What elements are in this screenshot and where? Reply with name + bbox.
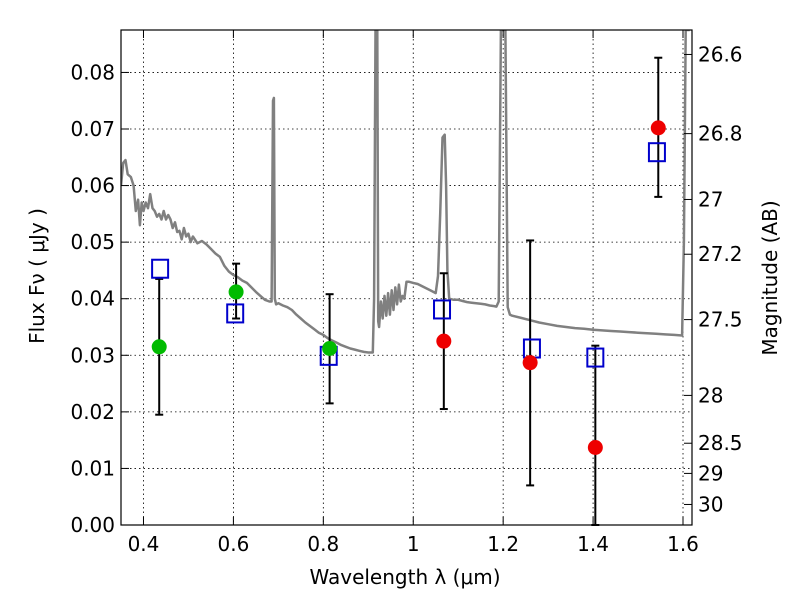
model-square <box>433 299 452 320</box>
red-data-point <box>522 355 538 371</box>
y-tick-label: 0.03 <box>70 343 115 367</box>
y2-tick-label: 27.5 <box>698 308 743 332</box>
y2-tick-label: 27.2 <box>698 242 743 266</box>
green-data-point <box>322 340 338 356</box>
y2-tick-label: 28 <box>698 383 723 407</box>
sed-model-layer <box>121 30 690 354</box>
green-data-point <box>151 339 167 355</box>
x-tick-label: 0.4 <box>128 532 160 556</box>
y2-tick-label: 28.5 <box>698 431 743 455</box>
green-data-point <box>228 284 244 300</box>
y-tick-label: 0.06 <box>70 174 115 198</box>
x-axis-title: Wavelength λ (μm) <box>309 565 500 589</box>
x-tick-label: 0.6 <box>217 532 249 556</box>
model-square <box>522 338 541 359</box>
red-data-point <box>436 333 452 349</box>
y2-tick-label: 27 <box>698 187 723 211</box>
model-square <box>647 142 666 163</box>
y2-axis-title: Magnitude (AB) <box>758 200 782 355</box>
sed-line <box>121 30 690 354</box>
y-tick-label: 0.02 <box>70 400 115 424</box>
grid <box>121 30 692 525</box>
model-square <box>151 258 170 279</box>
model-square <box>586 347 605 368</box>
plot-frame <box>120 29 693 526</box>
data-points <box>151 120 666 455</box>
y-tick-label: 0.08 <box>70 60 115 84</box>
x-tick-label: 0.8 <box>307 532 339 556</box>
x-tick-label: 1.6 <box>667 532 699 556</box>
axes-box <box>120 29 693 526</box>
red-data-point <box>650 120 666 136</box>
y2-tick-label: 26.6 <box>698 42 743 66</box>
y2-tick-label: 29 <box>698 461 723 485</box>
y-tick-label: 0.01 <box>70 456 115 480</box>
y-tick-label: 0.04 <box>70 287 115 311</box>
y2-tick-label: 26.8 <box>698 122 743 146</box>
y-tick-label: 0.05 <box>70 230 115 254</box>
y-axis-title: Flux Fν ( μJy ) <box>25 208 49 344</box>
x-tick-label: 1.2 <box>487 532 519 556</box>
y2-tick-label: 30 <box>698 492 723 516</box>
x-tick-label: 1.4 <box>577 532 609 556</box>
x-tick-label: 1 <box>407 532 420 556</box>
y-tick-label: 0.00 <box>70 513 115 537</box>
tick-labels: 0.4 0.6 0.8 1 1.2 1.4 1.6 0.00 0.01 0.02 0.03 0.04 0… <box>70 42 742 556</box>
y-tick-label: 0.07 <box>70 117 115 141</box>
model-square <box>226 303 245 324</box>
red-data-point <box>587 439 603 455</box>
